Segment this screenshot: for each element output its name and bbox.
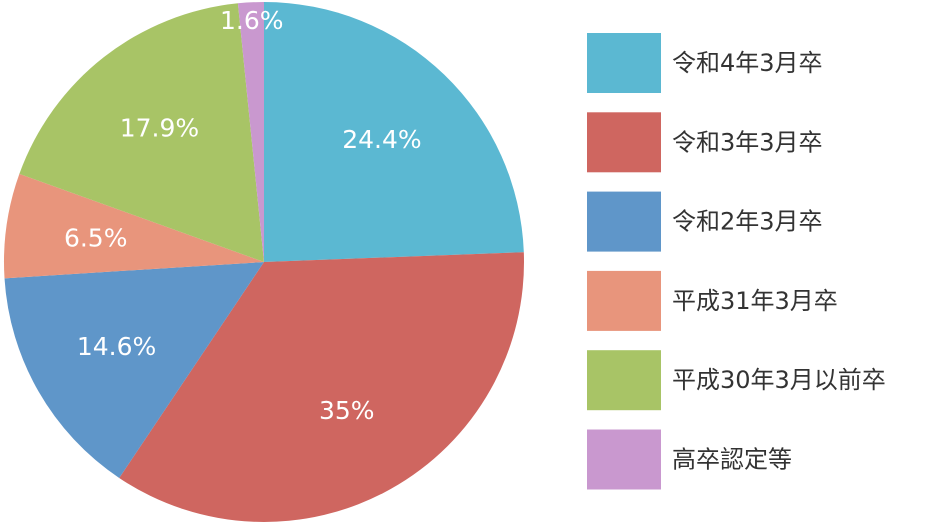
legend-swatch-1 xyxy=(587,33,661,93)
legend-item-1: 令和4年3月卒 xyxy=(587,33,823,93)
slice-labels-layer: 24.4% 35% 14.6% 6.5% 17.9% 1.6% xyxy=(64,6,422,425)
pie-slice-1 xyxy=(264,1,524,262)
legend-item-6: 高卒認定等 xyxy=(587,429,792,490)
pie-slice-5 xyxy=(19,3,265,263)
legend-label-2: 令和3年3月卒 xyxy=(672,128,823,156)
slice-label-3: 14.6% xyxy=(77,332,156,361)
slice-label-2: 35% xyxy=(319,396,375,425)
legend-label-3: 令和2年3月卒 xyxy=(672,208,823,236)
legend-label-1: 令和4年3月卒 xyxy=(672,49,823,77)
slice-label-5: 17.9% xyxy=(120,114,199,143)
legend-item-5: 平成30年3月以前卒 xyxy=(587,350,886,411)
pie-slice-2 xyxy=(119,252,525,522)
slice-label-4: 6.5% xyxy=(64,224,128,253)
legend-item-4: 平成31年3月卒 xyxy=(587,270,838,331)
pie-slice-6 xyxy=(237,1,264,262)
slice-label-6: 1.6% xyxy=(220,6,284,35)
pie-slice-4 xyxy=(3,173,264,279)
pie-slice-3 xyxy=(4,262,264,478)
legend-label-5: 平成30年3月以前卒 xyxy=(672,366,886,394)
legend-swatch-5 xyxy=(587,350,661,411)
slice-label-1: 24.4% xyxy=(342,125,421,154)
legend-swatch-4 xyxy=(587,270,661,331)
legend: 令和4年3月卒令和3年3月卒令和2年3月卒平成31年3月卒平成30年3月以前卒高… xyxy=(587,33,886,490)
slices-layer xyxy=(3,1,525,522)
legend-label-4: 平成31年3月卒 xyxy=(672,287,838,315)
legend-item-3: 令和2年3月卒 xyxy=(587,191,823,252)
legend-item-2: 令和3年3月卒 xyxy=(587,112,823,173)
legend-swatch-3 xyxy=(587,191,661,252)
legend-swatch-6 xyxy=(587,429,661,490)
legend-label-6: 高卒認定等 xyxy=(672,446,792,474)
legend-swatch-2 xyxy=(587,112,661,173)
